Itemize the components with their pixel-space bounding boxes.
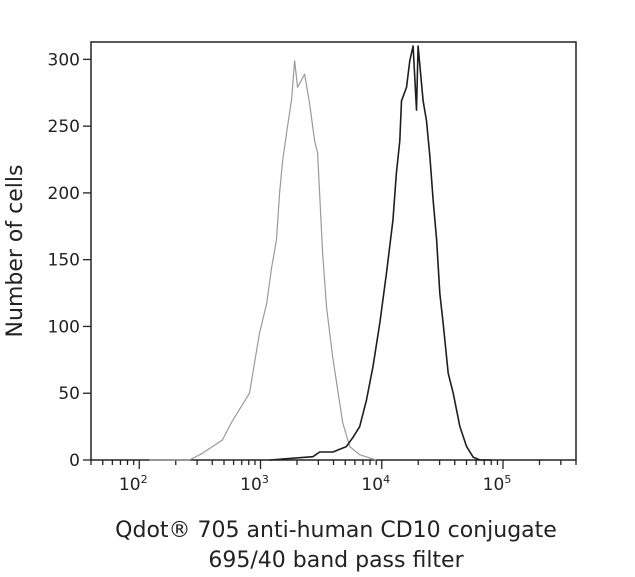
x-tick-label: 104	[361, 473, 390, 495]
x-tick-label: 103	[240, 473, 269, 495]
y-tick-label: 300	[48, 50, 80, 70]
y-axis-ticks: 0 50 100 150 200 250 300	[48, 50, 91, 471]
plot-frame	[90, 41, 577, 461]
x-axis-title-line2: 695/40 band pass filter	[208, 548, 464, 573]
y-tick-label: 250	[48, 117, 80, 137]
series-group	[149, 45, 492, 461]
x-axis-title-line1: Qdot® 705 anti-human CD10 conjugate	[115, 518, 557, 543]
x-tick-label: 105	[483, 473, 512, 495]
y-axis-title: Number of cells	[3, 165, 28, 338]
y-tick-label: 50	[58, 384, 80, 404]
x-tick-label: 102	[119, 473, 148, 495]
x-axis-ticks: 102 103 104 105	[90, 460, 577, 495]
y-tick-label: 200	[48, 184, 80, 204]
y-tick-label: 150	[48, 251, 80, 271]
y-tick-label: 0	[69, 451, 80, 471]
histogram-black	[269, 45, 492, 461]
histogram-gray	[149, 60, 377, 461]
y-tick-label: 100	[48, 317, 80, 337]
